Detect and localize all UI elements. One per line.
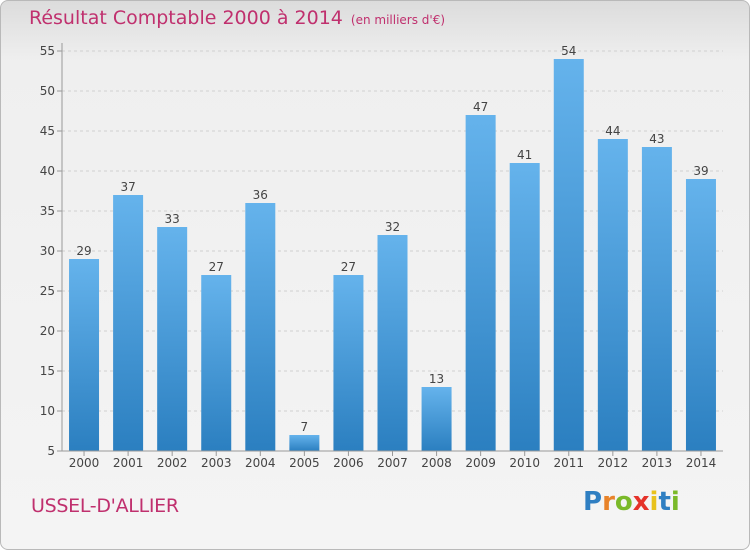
bar-2014[interactable] [685,179,716,451]
axes [57,43,723,456]
title-text: Résultat Comptable 2000 à 2014 [29,7,343,29]
bar-2013[interactable] [641,147,672,451]
bar-2002[interactable] [157,227,188,451]
x-tick-label: 2006 [333,456,364,470]
bar-2000[interactable] [69,259,100,451]
logo-letter: i [649,487,659,517]
data-label: 32 [385,220,400,234]
y-tick-label: 45 [40,124,55,138]
x-tick-label: 2001 [113,456,144,470]
bar-2001[interactable] [113,195,144,451]
x-tick-label: 2004 [245,456,276,470]
y-tick-label: 20 [40,324,55,338]
y-tick-label: 5 [47,444,55,458]
y-tick-label: 25 [40,284,55,298]
y-tick-label: 35 [40,204,55,218]
y-tick-label: 30 [40,244,55,258]
bar-2005[interactable] [289,435,320,451]
data-label: 37 [120,180,135,194]
city-name: USSEL-D'ALLIER [31,495,179,517]
x-tick-label: 2009 [465,456,496,470]
chart-title: Résultat Comptable 2000 à 2014 (en millie… [29,7,445,29]
y-tick-label: 50 [40,84,55,98]
proxiti-logo[interactable]: Proxiti [583,487,680,517]
logo-letter: x [632,487,650,517]
data-label: 36 [253,188,268,202]
y-tick-label: 15 [40,364,55,378]
logo-letter: i [670,487,680,517]
x-tick-label: 2011 [553,456,584,470]
y-tick-label: 40 [40,164,55,178]
x-tick-label: 2007 [377,456,408,470]
logo-letter: t [658,487,671,517]
data-label: 27 [209,260,224,274]
data-label: 29 [76,244,91,258]
data-label: 41 [517,148,532,162]
bar-2008[interactable] [421,387,452,451]
logo-letter: o [614,487,633,517]
bar-2007[interactable] [377,235,408,451]
chart-subtitle: (en milliers d'€) [350,13,446,27]
bars [69,59,716,451]
data-label: 7 [301,420,309,434]
data-label: 13 [429,372,444,386]
data-label: 54 [561,44,576,58]
x-tick-label: 2010 [509,456,540,470]
data-label: 33 [165,212,180,226]
data-label: 39 [693,164,708,178]
bar-2012[interactable] [597,139,628,451]
bar-2010[interactable] [509,163,540,451]
x-tick-label: 2014 [686,456,717,470]
y-tick-label: 10 [40,404,55,418]
logo-letter: P [583,487,603,517]
logo-letter: r [602,487,615,517]
x-tick-label: 2000 [69,456,100,470]
bar-2011[interactable] [553,59,584,451]
x-tick-label: 2005 [289,456,320,470]
data-label: 44 [605,124,620,138]
x-tick-label: 2003 [201,456,232,470]
bar-2003[interactable] [201,275,232,451]
x-tick-label: 2002 [157,456,188,470]
x-tick-label: 2013 [642,456,673,470]
bar-2004[interactable] [245,203,276,451]
y-tick-label: 55 [40,44,55,58]
data-label: 43 [649,132,664,146]
data-label: 27 [341,260,356,274]
data-label: 47 [473,100,488,114]
labels: 5 10 15 20 25 30 35 40 45 50 55 29 2000 37 2001 33 2002 2… [40,44,717,470]
x-tick-label: 2008 [421,456,452,470]
bar-2009[interactable] [465,115,496,451]
bar-2006[interactable] [333,275,364,451]
x-tick-label: 2012 [598,456,629,470]
